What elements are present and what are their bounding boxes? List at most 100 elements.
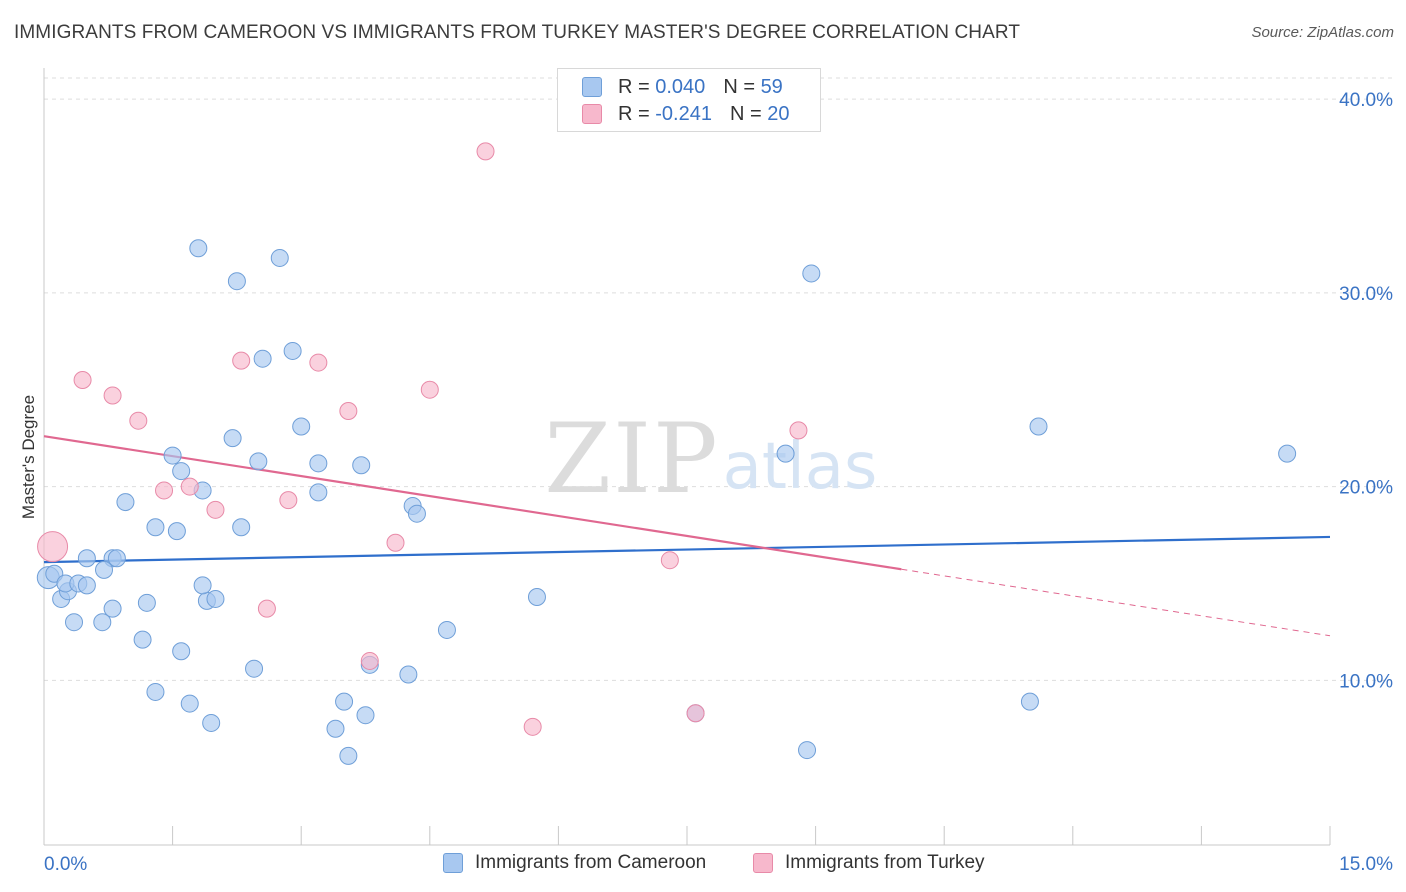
data-point-turkey — [37, 531, 69, 563]
data-point-cameroon — [103, 599, 122, 618]
data-point-cameroon — [206, 589, 225, 608]
bottom-legend-label-cameroon: Immigrants from Cameroon — [475, 852, 707, 873]
chart-title: IMMIGRANTS FROM CAMEROON VS IMMIGRANTS F… — [14, 22, 1021, 43]
data-point-turkey — [789, 421, 808, 440]
data-point-cameroon — [189, 239, 208, 258]
data-point-turkey — [309, 353, 328, 372]
legend-n-label: N = — [723, 75, 755, 98]
data-point-cameroon — [133, 630, 152, 649]
data-point-cameroon — [270, 248, 289, 267]
data-point-cameroon — [802, 264, 821, 283]
data-point-turkey — [279, 491, 298, 510]
data-point-cameroon — [163, 446, 182, 465]
legend-r-label: R = — [618, 102, 650, 125]
bottom-legend-cameroon: Immigrants from Cameroon — [443, 852, 706, 874]
watermark-atlas: atlas — [723, 430, 878, 504]
bottom-legend-swatch-cameroon — [443, 853, 463, 873]
bottom-legend-turkey: Immigrants from Turkey — [753, 852, 985, 874]
data-point-cameroon — [798, 741, 817, 760]
data-point-cameroon — [146, 682, 165, 701]
data-point-cameroon — [77, 549, 96, 568]
data-point-cameroon — [399, 665, 418, 684]
data-point-cameroon — [172, 462, 191, 481]
data-point-cameroon — [292, 417, 311, 436]
points-layer — [36, 142, 1297, 765]
data-point-cameroon — [202, 713, 221, 732]
bottom-legend-label-turkey: Immigrants from Turkey — [785, 852, 985, 873]
data-point-cameroon — [223, 429, 242, 448]
legend-swatch-cameroon — [582, 77, 602, 97]
trend-layer — [43, 435, 1331, 637]
data-point-turkey — [103, 386, 122, 405]
data-point-cameroon — [352, 456, 371, 475]
y-tick-label: 40.0% — [1339, 90, 1393, 111]
legend-row-cameroon: R = 0.040 N = 59 — [582, 75, 783, 99]
bottom-legend-swatch-turkey — [753, 853, 773, 873]
data-point-cameroon — [107, 549, 126, 568]
legend-r-value: -0.241 — [655, 102, 712, 125]
source-label: Source: ZipAtlas.com — [1251, 24, 1394, 41]
trend-line-turkey — [43, 435, 902, 571]
legend-box: R = 0.040 N = 59 R = -0.241 N = 20 — [557, 68, 821, 132]
y-tick-label: 20.0% — [1339, 478, 1393, 499]
data-point-turkey — [523, 717, 542, 736]
data-point-cameroon — [95, 560, 114, 579]
legend-r-label: R = — [618, 75, 650, 98]
data-point-cameroon — [253, 349, 272, 368]
data-point-cameroon — [309, 454, 328, 473]
data-point-cameroon — [93, 613, 112, 632]
data-point-turkey — [660, 551, 679, 570]
data-point-cameroon — [326, 719, 345, 738]
data-point-cameroon — [232, 518, 251, 537]
data-point-turkey — [386, 533, 405, 552]
data-point-cameroon — [193, 576, 212, 595]
legend-row-turkey: R = -0.241 N = 20 — [582, 102, 789, 126]
data-point-cameroon — [65, 613, 84, 632]
legend-n-label: N = — [729, 102, 762, 125]
data-point-turkey — [686, 704, 705, 723]
legend-n-value: 20 — [767, 102, 790, 125]
data-point-cameroon — [527, 588, 546, 606]
data-point-turkey — [232, 351, 251, 370]
y-tick-label: 10.0% — [1339, 671, 1393, 692]
x-tick-label: 0.0% — [44, 854, 87, 875]
trend-line-turkey-dashed — [901, 568, 1331, 637]
data-point-turkey — [129, 411, 148, 430]
data-point-cameroon — [180, 694, 199, 713]
data-point-cameroon — [167, 522, 186, 541]
labels-layer: 10.0% 20.0% 30.0% 40.0% 0.0% 15.0% Master's De… — [19, 90, 1393, 875]
data-point-cameroon — [407, 504, 426, 523]
data-point-turkey — [155, 481, 174, 500]
data-point-cameroon — [227, 272, 246, 291]
y-axis-title: Master's Degree — [19, 395, 38, 519]
watermark-zip: ZIP — [544, 403, 719, 515]
data-point-cameroon — [172, 642, 191, 661]
data-point-cameroon — [249, 452, 268, 471]
data-point-cameroon — [335, 692, 354, 711]
data-point-cameroon — [245, 659, 264, 678]
data-point-turkey — [206, 500, 225, 519]
data-point-turkey — [73, 371, 92, 389]
data-point-turkey — [257, 599, 276, 618]
x-tick-label: 15.0% — [1339, 854, 1393, 875]
data-point-cameroon — [1029, 417, 1048, 436]
legend-r-value: 0.040 — [655, 75, 706, 98]
data-point-cameroon — [137, 593, 156, 612]
legend-n-value: 59 — [760, 75, 783, 98]
data-point-cameroon — [116, 493, 135, 512]
data-point-turkey — [360, 651, 379, 670]
data-point-cameroon — [776, 444, 795, 463]
data-point-cameroon — [309, 483, 328, 502]
data-point-cameroon — [1278, 444, 1297, 463]
axes-layer — [43, 68, 1331, 846]
data-point-cameroon — [339, 746, 358, 765]
y-tick-label: 30.0% — [1339, 284, 1393, 305]
data-point-cameroon — [283, 341, 302, 360]
data-point-turkey — [420, 380, 439, 399]
trend-line-cameroon — [43, 535, 1331, 564]
data-point-cameroon — [146, 518, 165, 537]
data-point-cameroon — [437, 620, 456, 639]
data-point-cameroon — [356, 706, 375, 725]
data-point-cameroon — [1020, 692, 1039, 711]
